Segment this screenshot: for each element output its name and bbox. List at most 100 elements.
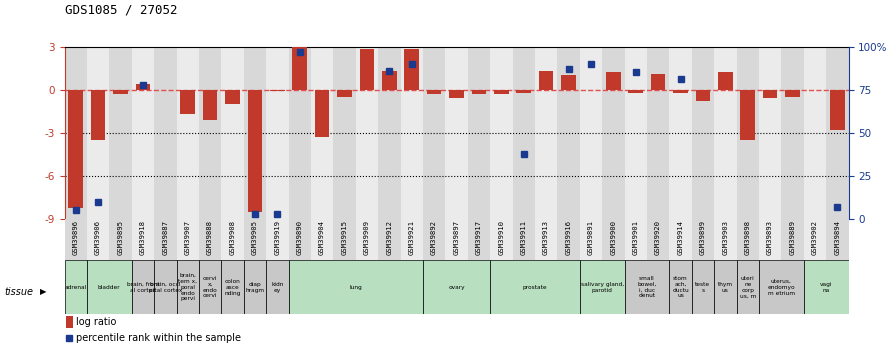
Bar [538, 71, 554, 90]
Bar [669, 219, 692, 260]
Bar [494, 90, 509, 94]
Text: teste
s: teste s [695, 282, 711, 293]
Bar [132, 219, 154, 260]
Bar [647, 219, 669, 260]
Text: ▶: ▶ [40, 287, 47, 296]
Text: GSM39914: GSM39914 [677, 220, 684, 255]
Bar [737, 219, 759, 260]
Bar [337, 90, 352, 97]
Bar [490, 260, 580, 314]
Bar [65, 260, 87, 314]
Bar [378, 219, 401, 260]
Bar [580, 47, 602, 219]
Bar [759, 260, 804, 314]
Bar [333, 47, 356, 219]
Bar [311, 219, 333, 260]
Bar [266, 47, 289, 219]
Bar [65, 219, 87, 260]
Bar [535, 47, 557, 219]
Bar [177, 47, 199, 219]
Bar [113, 90, 128, 94]
Text: brain,
tem x,
poral
endo
pervi: brain, tem x, poral endo pervi [178, 273, 197, 301]
Bar [740, 90, 755, 140]
Bar [737, 260, 759, 314]
Text: GSM39888: GSM39888 [207, 220, 213, 255]
Text: GSM39912: GSM39912 [386, 220, 392, 255]
Bar [762, 90, 778, 98]
Bar [244, 219, 266, 260]
Bar [449, 90, 464, 98]
Bar [311, 47, 333, 219]
Text: diap
hragm: diap hragm [246, 282, 264, 293]
Bar [356, 47, 378, 219]
Bar [109, 47, 132, 219]
Text: GSM39894: GSM39894 [834, 220, 840, 255]
Text: GSM39893: GSM39893 [767, 220, 773, 255]
Text: prostate: prostate [522, 285, 547, 290]
Bar [714, 47, 737, 219]
Text: kidn
ey: kidn ey [271, 282, 283, 293]
Text: brain, occi
pital cortex: brain, occi pital cortex [149, 282, 182, 293]
Text: GSM39904: GSM39904 [319, 220, 325, 255]
Bar [154, 47, 177, 219]
Bar [292, 47, 307, 90]
Text: GSM39917: GSM39917 [476, 220, 482, 255]
Bar [516, 90, 531, 92]
Bar [87, 260, 132, 314]
Bar [87, 219, 109, 260]
Bar [804, 260, 849, 314]
Bar [650, 74, 666, 90]
Bar [606, 72, 621, 90]
Text: GSM39889: GSM39889 [789, 220, 796, 255]
Bar [199, 47, 221, 219]
Text: GSM39913: GSM39913 [543, 220, 549, 255]
Bar [781, 47, 804, 219]
Bar [333, 219, 356, 260]
Bar [468, 219, 490, 260]
Text: GDS1085 / 27052: GDS1085 / 27052 [65, 3, 177, 17]
Text: uteri
ne
corp
us, m: uteri ne corp us, m [739, 276, 756, 298]
Text: GSM39896: GSM39896 [73, 220, 79, 255]
Text: GSM39918: GSM39918 [140, 220, 146, 255]
Bar [759, 47, 781, 219]
Bar [359, 49, 375, 90]
Bar [225, 90, 240, 104]
Bar [602, 47, 625, 219]
Bar [401, 219, 423, 260]
Bar [221, 47, 244, 219]
Bar [737, 47, 759, 219]
Bar [109, 219, 132, 260]
Text: GSM39916: GSM39916 [565, 220, 572, 255]
Bar [90, 90, 106, 140]
Text: salivary gland,
parotid: salivary gland, parotid [581, 282, 624, 293]
Bar [647, 47, 669, 219]
Text: thym
us: thym us [718, 282, 733, 293]
Bar [692, 219, 714, 260]
Text: GSM39906: GSM39906 [95, 220, 101, 255]
Text: adrenal: adrenal [65, 285, 87, 290]
Bar [557, 47, 580, 219]
Text: small
bowel,
i, duc
denut: small bowel, i, duc denut [637, 276, 657, 298]
Bar [382, 71, 397, 90]
Bar [628, 90, 643, 92]
Text: GSM39887: GSM39887 [162, 220, 168, 255]
Bar [714, 260, 737, 314]
Text: GSM39900: GSM39900 [610, 220, 616, 255]
Bar [270, 90, 285, 91]
Bar [561, 75, 576, 90]
Bar [580, 260, 625, 314]
Bar [580, 219, 602, 260]
Text: stom
ach,
ductu
us: stom ach, ductu us [672, 276, 689, 298]
Bar [132, 260, 154, 314]
Bar [244, 47, 266, 219]
Text: GSM39891: GSM39891 [588, 220, 594, 255]
Bar [625, 219, 647, 260]
Bar [669, 47, 692, 219]
Bar [625, 260, 669, 314]
Bar [266, 219, 289, 260]
Bar [804, 47, 826, 219]
Text: GSM39909: GSM39909 [364, 220, 370, 255]
Text: GSM39902: GSM39902 [812, 220, 818, 255]
Bar [356, 219, 378, 260]
Text: GSM39895: GSM39895 [117, 220, 124, 255]
